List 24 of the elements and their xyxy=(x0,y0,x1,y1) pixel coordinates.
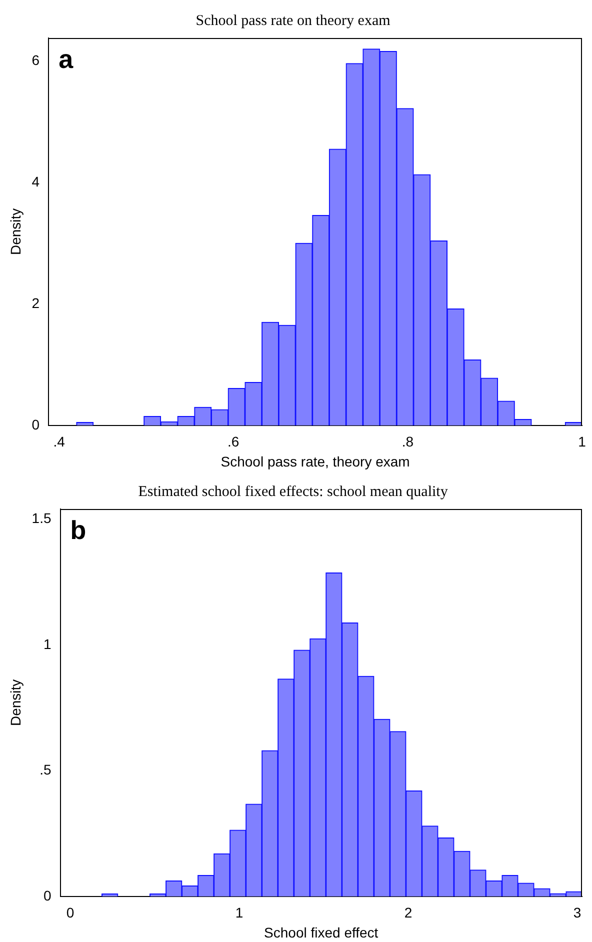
x-tick-label: 0 xyxy=(66,904,74,921)
y-tick-label: 0 xyxy=(32,416,40,432)
x-tick-label: 2 xyxy=(404,904,412,921)
annotation: b xyxy=(70,515,86,546)
y-tick-label: 6 xyxy=(32,52,40,68)
y-tick-label: .5 xyxy=(40,762,52,778)
x-tick-label: .6 xyxy=(228,434,240,450)
x-tick-label: 1 xyxy=(578,434,586,450)
x-tick-label: .4 xyxy=(53,434,66,450)
x-axis-title: School fixed effect xyxy=(264,924,378,940)
y-axis-title: Density xyxy=(7,679,24,726)
y-tick-label: 1.5 xyxy=(32,510,52,526)
chart-title: Estimated school fixed effects: school mean quality xyxy=(138,484,448,500)
y-tick-label: 4 xyxy=(32,173,40,190)
x-axis-title: School pass rate, theory exam xyxy=(220,453,410,470)
x-tick-label: 1 xyxy=(235,904,244,921)
x-tick-label: .8 xyxy=(402,434,414,450)
x-tick-label: 3 xyxy=(573,904,582,921)
y-axis-title: Density xyxy=(7,208,24,256)
annotation: a xyxy=(58,44,74,74)
y-tick-label: 0 xyxy=(43,887,52,904)
chart-title: School pass rate on theory exam xyxy=(196,12,391,29)
y-tick-label: 2 xyxy=(32,294,40,311)
y-tick-label: 1 xyxy=(43,636,52,652)
